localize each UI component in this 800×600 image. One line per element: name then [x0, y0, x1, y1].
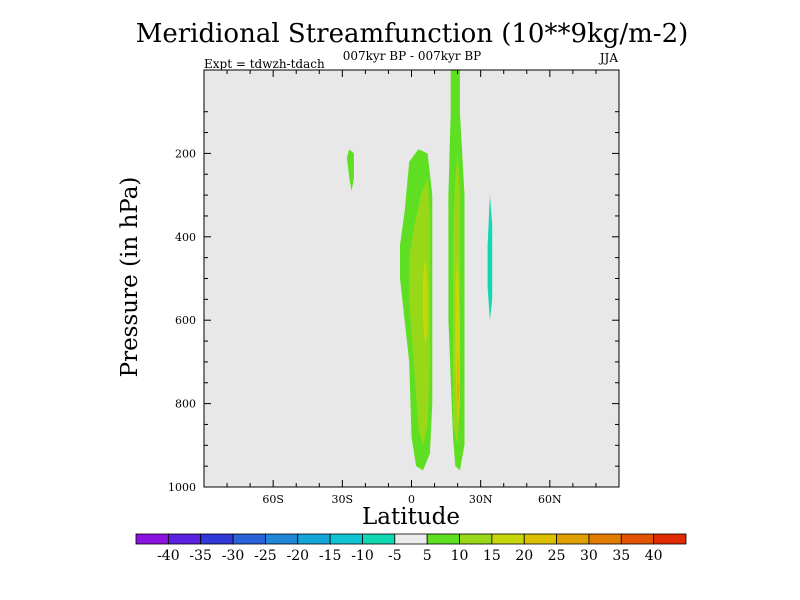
- colorbar-label: -35: [189, 548, 212, 564]
- colorbar-swatch: [200, 533, 234, 545]
- colorbar-swatch: [329, 533, 363, 545]
- colorbar-label: 5: [423, 548, 432, 564]
- x-tick-label: 30N: [469, 493, 493, 506]
- colorbar-swatch: [297, 533, 331, 545]
- colorbar-label: 30: [580, 548, 598, 564]
- x-axis-label: Latitude: [362, 504, 460, 530]
- contour-blob-35n: [487, 195, 493, 321]
- colorbar-swatch: [362, 533, 396, 545]
- y-tick-label: 400: [175, 231, 196, 244]
- colorbar-label: -25: [254, 548, 277, 564]
- chart-title: Meridional Streamfunction (10**9kg/m-2): [136, 19, 689, 49]
- colorbar-swatch: [426, 533, 460, 545]
- chart-subtitle: 007kyr BP - 007kyr BP: [343, 49, 481, 63]
- colorbar-label: -15: [319, 548, 342, 564]
- y-tick-label: 200: [175, 147, 196, 160]
- colorbar-swatch: [135, 533, 169, 545]
- x-tick-label: 0: [408, 493, 415, 506]
- season-label: JJA: [598, 51, 619, 65]
- contour-cell-b-peak: [456, 349, 460, 412]
- y-tick-label: 1000: [168, 481, 196, 494]
- contour-blob-30s: [346, 149, 354, 191]
- axes: 60S 30S 0 30N 60N 200 400 600 800 1000: [168, 69, 620, 506]
- y-axis-label: Pressure (in hPa): [117, 177, 143, 378]
- colorbar-swatch: [620, 533, 655, 545]
- colorbar-label: 10: [451, 548, 469, 564]
- x-tick-label: 30S: [332, 493, 354, 506]
- colorbar: -40 -35 -30 -25 -20 -15 -10 -5 5 10 15 20 25 30 35 40: [135, 533, 687, 564]
- colorbar-swatch: [523, 533, 557, 545]
- colorbar-label: -40: [157, 548, 180, 564]
- colorbar-label: 35: [612, 548, 630, 564]
- colorbar-swatch: [491, 533, 525, 545]
- colorbar-label: -30: [222, 548, 245, 564]
- colorbar-swatch: [459, 533, 493, 545]
- contour-cell-b-spot: [457, 382, 459, 404]
- colorbar-label: 25: [548, 548, 566, 564]
- colorbar-label: -5: [388, 548, 402, 564]
- colorbar-swatch: [167, 533, 202, 545]
- plot-area: [204, 70, 619, 487]
- y-tick-label: 600: [175, 314, 196, 327]
- colorbar-label: 20: [515, 548, 533, 564]
- x-tick-label: 60S: [262, 493, 284, 506]
- colorbar-label: 40: [645, 548, 663, 564]
- colorbar-label: -10: [351, 548, 374, 564]
- colorbar-swatch: [556, 533, 590, 545]
- colorbar-swatch: [265, 533, 299, 545]
- experiment-label: Expt = tdwzh-tdach: [204, 57, 325, 71]
- y-tick-label: 800: [175, 398, 196, 411]
- x-tick-label: 60N: [538, 493, 562, 506]
- colorbar-swatch: [653, 533, 687, 545]
- colorbar-label: -20: [286, 548, 309, 564]
- colorbar-swatch: [232, 533, 266, 545]
- contour-cell-a-mid: [409, 178, 430, 446]
- colorbar-swatch: [588, 533, 622, 545]
- colorbar-swatch: [394, 533, 428, 545]
- colorbar-label: 15: [483, 548, 501, 564]
- contour-cell-a-core: [423, 257, 428, 346]
